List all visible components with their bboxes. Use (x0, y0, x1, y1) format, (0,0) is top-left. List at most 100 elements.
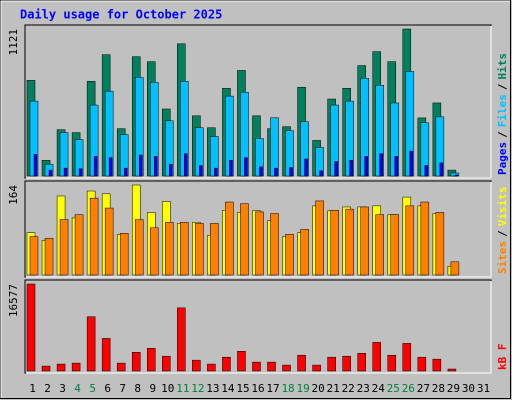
bar (342, 355, 351, 372)
x-tick-label: 3 (59, 382, 66, 395)
bar (222, 356, 231, 372)
bar (86, 316, 96, 372)
bar (394, 156, 399, 177)
bar (327, 356, 336, 372)
bar (447, 368, 457, 372)
bar (229, 160, 233, 177)
bar (123, 167, 128, 177)
bar (192, 359, 201, 372)
legend-entry: Sites (496, 241, 509, 274)
plot-bevel (26, 182, 492, 278)
legend-entry: Files (496, 94, 509, 127)
bar (162, 355, 171, 372)
bar (59, 219, 69, 276)
x-tick-label: 6 (104, 382, 111, 395)
bar (56, 363, 66, 372)
legend: Sites / Visits (496, 187, 509, 275)
bar (119, 233, 129, 276)
x-tick-label: 25 (387, 382, 400, 395)
bar (435, 212, 445, 276)
x-tick-label: 26 (402, 382, 415, 395)
bar (375, 214, 384, 276)
x-tick-label: 15 (236, 382, 249, 395)
legend-entry: Hits (496, 53, 509, 80)
bar (270, 117, 279, 177)
bar (387, 354, 397, 372)
x-tick-label: 16 (251, 382, 264, 395)
x-tick-label: 17 (266, 382, 279, 395)
x-tick-label: 23 (357, 382, 370, 395)
bar (207, 363, 216, 372)
bar (116, 362, 126, 372)
bar (147, 348, 156, 372)
x-tick-label: 14 (221, 382, 235, 395)
x-tick-label: 31 (477, 382, 490, 395)
bar (334, 161, 338, 177)
bar (240, 203, 249, 276)
bar (101, 338, 111, 372)
bar (315, 200, 324, 276)
bar (424, 165, 429, 177)
y-tick-label: 1121 (7, 29, 20, 56)
bar (289, 167, 293, 177)
bar (454, 174, 459, 177)
bar (78, 168, 83, 177)
bar (74, 214, 84, 276)
bar (150, 227, 159, 276)
bar (48, 169, 53, 177)
bar (177, 307, 186, 372)
x-tick-label: 30 (462, 382, 475, 395)
x-tick-label: 10 (161, 382, 174, 395)
x-tick-label: 28 (432, 382, 445, 395)
bar (274, 167, 278, 177)
bar (169, 163, 173, 177)
x-tick-label: 9 (149, 382, 156, 395)
bar (41, 365, 51, 372)
x-tick-label: 2 (44, 382, 51, 395)
plot-bevel (26, 281, 492, 374)
x-tick-label: 4 (74, 382, 81, 395)
bar (285, 234, 294, 276)
x-tick-label: 13 (206, 382, 219, 395)
bar (409, 150, 414, 177)
bar (237, 351, 246, 372)
bar (131, 352, 141, 372)
x-tick-label: 18 (281, 382, 294, 395)
bar (402, 343, 412, 372)
legend-entry: Visits (496, 187, 509, 227)
bar (267, 361, 276, 372)
bar (214, 167, 218, 177)
x-tick-label: 1 (29, 382, 36, 395)
x-tick-label: 11 (176, 382, 189, 395)
bar (432, 358, 442, 372)
chart-title: Daily usage for October 2025 (20, 8, 222, 22)
bar (93, 156, 98, 177)
x-tick-label: 7 (119, 382, 126, 395)
bar (44, 237, 54, 276)
bar (244, 157, 248, 177)
bar (439, 162, 444, 177)
bar (405, 205, 415, 276)
legend-separator: / (496, 230, 509, 237)
y-tick-label: 16577 (7, 284, 20, 317)
legend-entry: kB F (496, 344, 509, 371)
x-tick-label: 8 (134, 382, 141, 395)
bar (180, 222, 189, 276)
bar (199, 165, 203, 177)
bar (184, 153, 188, 177)
bar (29, 236, 39, 276)
x-tick-label: 5 (89, 382, 96, 395)
bar (312, 364, 321, 372)
x-tick-label: 27 (417, 382, 430, 395)
bar (420, 201, 430, 276)
bar (259, 166, 263, 177)
bar (210, 223, 219, 276)
bar (360, 206, 369, 276)
x-tick-label: 24 (372, 382, 386, 395)
legend-entry: Pages (496, 142, 509, 175)
bar (33, 154, 38, 177)
y-tick-label: 164 (7, 185, 20, 205)
bar (379, 153, 383, 177)
legend-separator: / (496, 83, 509, 90)
